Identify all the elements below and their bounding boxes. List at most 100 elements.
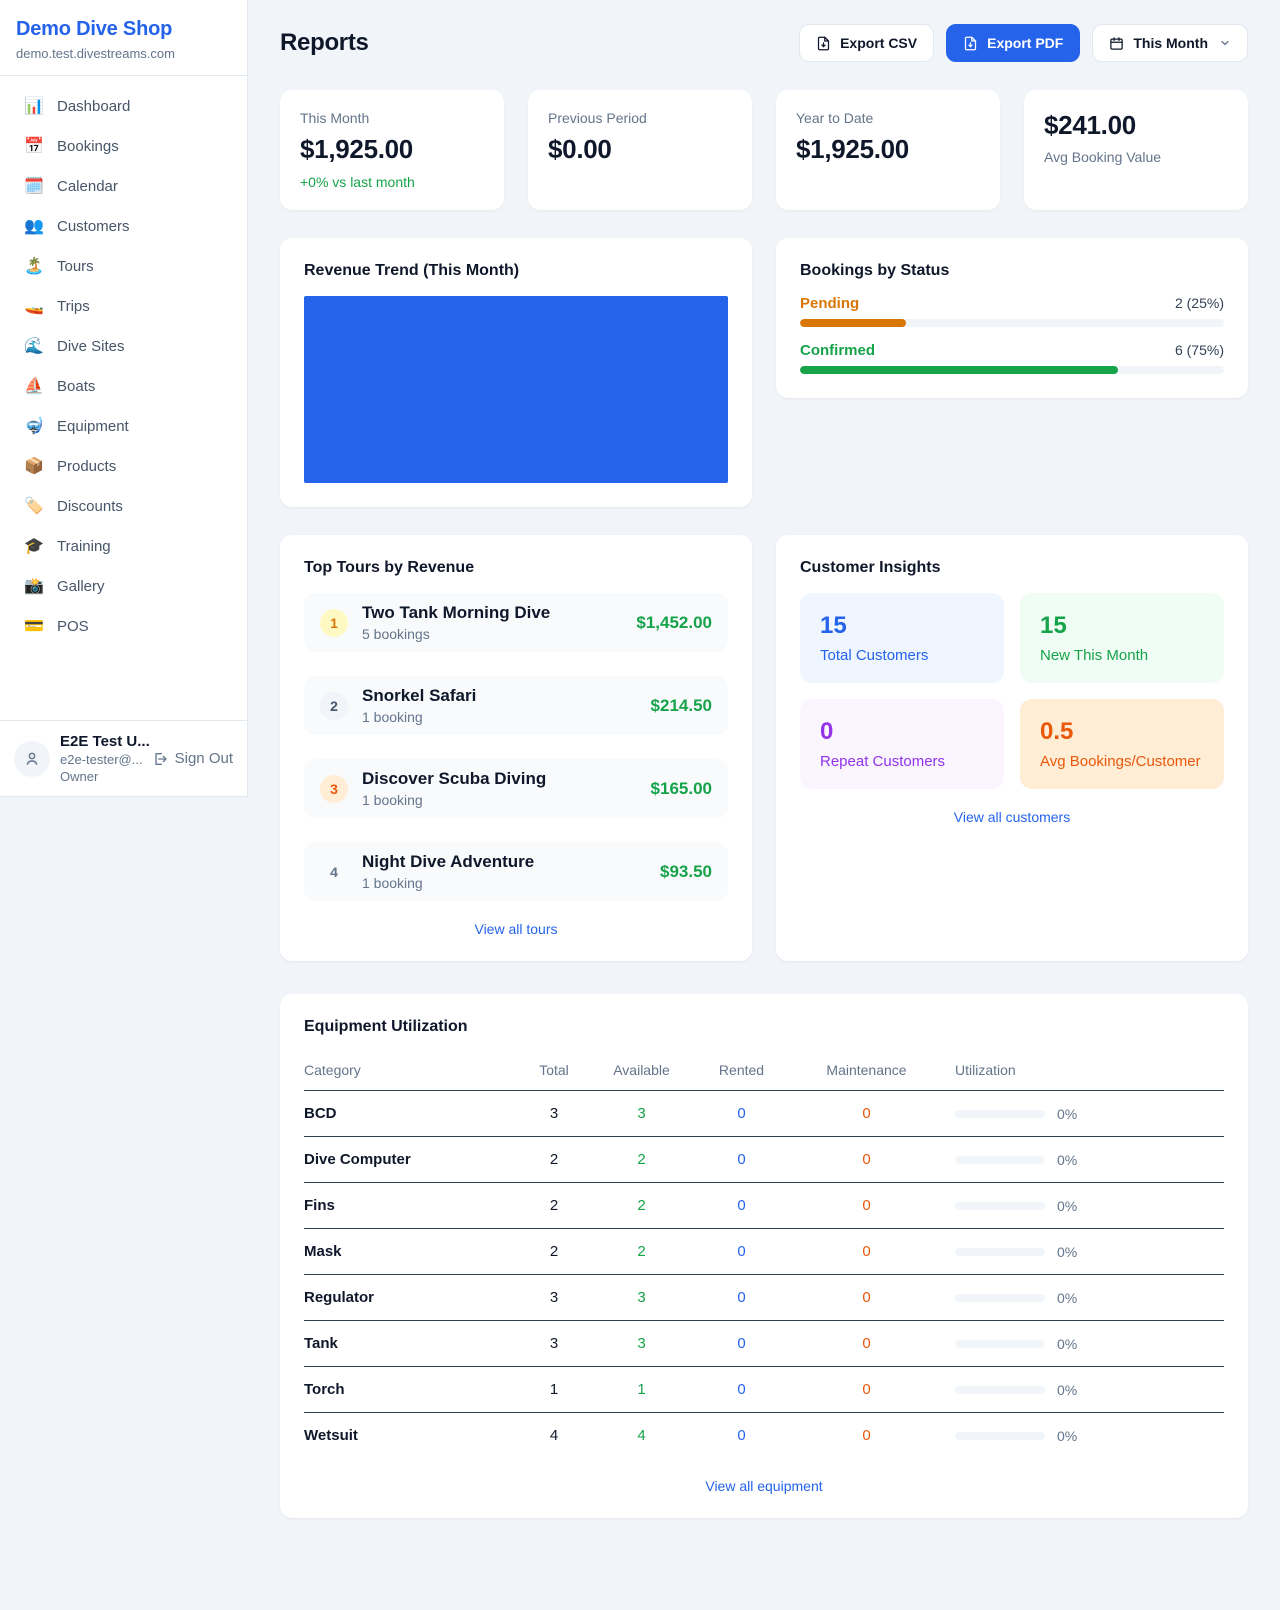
tour-bookings: 1 booking	[362, 709, 423, 725]
tour-name: Discover Scuba Diving	[362, 769, 547, 788]
stat-card-avg-booking: $241.00 Avg Booking Value	[1024, 90, 1248, 210]
sidebar-nav-item[interactable]: 📊 Dashboard	[0, 86, 247, 126]
utilization-bar-track	[955, 1247, 1045, 1256]
sidebar-nav-item[interactable]: 📸 Gallery	[0, 566, 247, 606]
equipment-rented: 0	[737, 1151, 746, 1168]
status-count: 2 (25%)	[1174, 295, 1224, 311]
status-row: Confirmed 6 (75%)	[800, 342, 1224, 374]
equipment-maintenance: 0	[862, 1105, 871, 1122]
nav-item-icon: 🏷️	[24, 498, 44, 515]
equipment-maintenance: 0	[862, 1197, 871, 1214]
nav-item-label: Boats	[57, 377, 96, 395]
nav-item-icon: 🚤	[24, 298, 44, 315]
stat-card-year-to-date: Year to Date $1,925.00	[776, 90, 1000, 210]
col-rented: Rented	[718, 1062, 765, 1078]
equipment-available: 4	[637, 1427, 646, 1444]
file-icon	[817, 36, 830, 50]
stat-card-this-month: This Month $1,925.00 +0% vs last month	[280, 90, 504, 210]
insight-label: Repeat Customers	[820, 753, 946, 770]
view-all-tours-link[interactable]: View all tours	[474, 921, 558, 937]
equipment-total: 1	[549, 1381, 559, 1398]
user-email: e2e-tester@...	[60, 752, 143, 767]
sign-out-button[interactable]: Sign Out	[152, 750, 233, 767]
utilization-bar-track	[955, 1155, 1045, 1164]
utilization-percent: 0%	[1057, 1335, 1078, 1352]
bookings-status-panel: Bookings by Status Pending 2 (25%)	[776, 238, 1248, 398]
insight-value: 0.5	[1040, 718, 1074, 745]
export-csv-button[interactable]: Export CSV	[799, 24, 935, 62]
status-count: 6 (75%)	[1174, 342, 1224, 358]
tour-row: 2 Snorkel Safari 1 booking $214.50	[304, 676, 728, 735]
stat-value: $1,925.00	[796, 134, 909, 164]
sidebar-nav-item[interactable]: 🗓️ Calendar	[0, 166, 247, 206]
revenue-trend-panel: Revenue Trend (This Month)	[280, 238, 752, 507]
sidebar-user-footer: E2E Test U... e2e-tester@... Owner Sign …	[0, 720, 247, 796]
tour-revenue: $1,452.00	[636, 612, 712, 632]
sidebar-nav-item[interactable]: 🚤 Trips	[0, 286, 247, 326]
status-bar-fill	[800, 366, 1118, 374]
sidebar-nav-item[interactable]: ⛵ Boats	[0, 366, 247, 406]
sidebar-nav-item[interactable]: 📅 Bookings	[0, 126, 247, 166]
sidebar-nav-item[interactable]: 🏝️ Tours	[0, 246, 247, 286]
utilization-bar-track	[955, 1339, 1045, 1348]
stat-label: This Month	[300, 110, 370, 126]
tour-name: Night Dive Adventure	[362, 852, 535, 871]
lists-row: Top Tours by Revenue 1 Two Tank Morning …	[280, 535, 1248, 961]
nav-item-icon: 📊	[24, 98, 44, 115]
nav-item-icon: 🌊	[24, 338, 44, 355]
customer-insights-title: Customer Insights	[800, 559, 941, 576]
insight-tile: 0 Repeat Customers	[800, 699, 1004, 789]
sign-out-icon	[154, 752, 167, 765]
stat-value: $1,925.00	[300, 134, 413, 164]
nav-item-label: Gallery	[57, 577, 105, 595]
equipment-row: Torch 1 1 0 0 0%	[304, 1367, 1224, 1413]
equipment-available: 2	[637, 1243, 646, 1260]
equipment-category: Regulator	[304, 1289, 375, 1306]
sidebar-nav-item[interactable]: 🏷️ Discounts	[0, 486, 247, 526]
page-header: Reports Export CSV Export PDF	[280, 24, 1248, 62]
sidebar-nav-item[interactable]: 🤿 Equipment	[0, 406, 247, 446]
revenue-trend-chart	[304, 296, 728, 483]
equipment-table-body: BCD 3 3 0 0 0%	[304, 1091, 1224, 1458]
app-root: Demo Dive Shop demo.test.divestreams.com…	[0, 0, 1248, 1518]
tour-name: Two Tank Morning Dive	[362, 603, 551, 622]
shop-domain: demo.test.divestreams.com	[16, 46, 175, 61]
brand-block: Demo Dive Shop demo.test.divestreams.com	[0, 0, 247, 76]
equipment-rented: 0	[737, 1243, 746, 1260]
nav-item-icon: 🏝️	[24, 258, 44, 275]
equipment-category: Fins	[304, 1197, 335, 1214]
col-utilization: Utilization	[955, 1062, 1016, 1078]
equipment-total: 3	[549, 1335, 559, 1352]
sidebar-nav-item[interactable]: 👥 Customers	[0, 206, 247, 246]
utilization-percent: 0%	[1057, 1243, 1078, 1260]
equipment-rented: 0	[737, 1381, 746, 1398]
period-label: This Month	[1133, 35, 1208, 51]
sidebar-nav-item[interactable]: 🎓 Training	[0, 526, 247, 566]
sidebar: Demo Dive Shop demo.test.divestreams.com…	[0, 0, 248, 797]
rank-badge: 4	[330, 863, 338, 880]
status-bar-track	[800, 366, 1224, 374]
nav-item-icon: 📸	[24, 578, 44, 595]
equipment-row: Regulator 3 3 0 0 0%	[304, 1275, 1224, 1321]
period-dropdown[interactable]: This Month	[1092, 24, 1248, 62]
nav-item-label: Bookings	[57, 137, 119, 155]
export-pdf-button[interactable]: Export PDF	[946, 24, 1081, 62]
equipment-available: 3	[637, 1335, 646, 1352]
sidebar-nav-item[interactable]: 📦 Products	[0, 446, 247, 486]
utilization-bar-track	[955, 1109, 1045, 1118]
insight-value: 0	[820, 718, 834, 745]
status-label: Pending	[800, 295, 860, 312]
stat-label: Previous Period	[548, 110, 647, 126]
equipment-available: 3	[637, 1289, 646, 1306]
view-all-customers-link[interactable]: View all customers	[953, 809, 1071, 825]
equipment-category: Torch	[304, 1381, 345, 1398]
sidebar-nav: 📊 Dashboard 📅 Bookings 🗓️ Calendar 👥 Cus…	[0, 76, 247, 720]
header-actions: Export CSV Export PDF This Month	[799, 24, 1248, 62]
equipment-maintenance: 0	[862, 1335, 871, 1352]
nav-item-label: Trips	[57, 297, 90, 315]
sidebar-nav-item[interactable]: 💳 POS	[0, 606, 247, 646]
sidebar-nav-item[interactable]: 🌊 Dive Sites	[0, 326, 247, 366]
insight-tile: 0.5 Avg Bookings/Customer	[1020, 699, 1224, 789]
tour-revenue: $165.00	[650, 778, 712, 798]
view-all-equipment-link[interactable]: View all equipment	[705, 1478, 823, 1494]
